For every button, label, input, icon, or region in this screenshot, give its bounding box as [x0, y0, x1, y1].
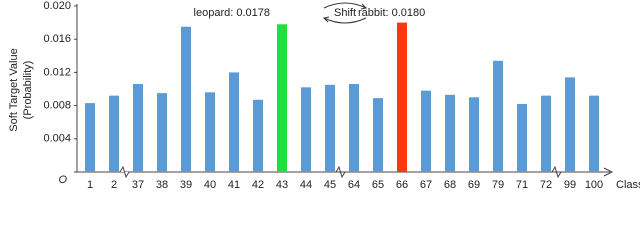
axis-breaks: [119, 165, 562, 179]
axis-break: [119, 165, 130, 179]
annotation: rabbit: 0.0180: [358, 7, 425, 19]
shift-arc: [323, 2, 367, 9]
axis-break: [335, 165, 346, 179]
bar: [517, 103, 527, 172]
bar: [397, 22, 407, 172]
y-tick-label: 0.012: [43, 66, 71, 78]
y-tick-label: 0.016: [43, 33, 71, 45]
bar: [229, 72, 239, 172]
x-tick-label: 68: [444, 179, 456, 191]
y-tick-label: 0.020: [43, 0, 71, 12]
y-label-line: (Probability): [22, 61, 34, 120]
x-tick-label: 44: [300, 179, 312, 191]
bar: [493, 60, 503, 172]
x-tick-label: 40: [204, 179, 216, 191]
axis-break: [551, 165, 562, 179]
chart: Soft Target Value (Probability) Class le…: [8, 0, 640, 191]
bar: [301, 87, 311, 172]
bar: [181, 26, 191, 172]
x-tick-label: 41: [228, 179, 240, 191]
bar: [157, 93, 167, 172]
bar: [325, 84, 335, 172]
x-tick-label: 39: [180, 179, 192, 191]
bar: [277, 24, 287, 173]
y-tick-label: O: [58, 174, 67, 186]
shift-arrows: [322, 2, 368, 24]
bar: [469, 97, 479, 172]
x-tick-label: 42: [252, 179, 264, 191]
x-tick-label: 66: [396, 179, 408, 191]
x-tick-label: 71: [516, 179, 528, 191]
annotation: Shift: [334, 7, 356, 19]
x-tick-label: 65: [372, 179, 384, 191]
bar: [253, 99, 263, 172]
x-tick-label: 69: [468, 179, 480, 191]
arrow-head: [322, 16, 330, 23]
bar: [349, 84, 359, 172]
bar: [541, 95, 551, 172]
bar: [373, 98, 383, 172]
arrow-head: [360, 3, 368, 10]
x-tick-label: 43: [276, 179, 288, 191]
x-tick-label: 72: [540, 179, 552, 191]
x-tick-label: 99: [564, 179, 576, 191]
annotation: leopard: 0.0178: [194, 7, 270, 19]
x-tick-label: 79: [492, 179, 504, 191]
x-tick-label: 100: [585, 179, 603, 191]
y-tick-label: 0.008: [43, 100, 71, 112]
x-tick-label: 37: [132, 179, 144, 191]
x-tick-label: 67: [420, 179, 432, 191]
bar: [109, 95, 119, 172]
y-tick-label: 0.004: [43, 133, 71, 145]
shift-arc: [323, 17, 367, 24]
x-axis-title: Class: [616, 179, 640, 191]
x-tick-label: 1: [87, 179, 93, 191]
y-axis-title: Soft Target Value (Probability): [8, 48, 34, 131]
x-tick-label: 45: [324, 179, 336, 191]
x-axis-arrow: [603, 167, 614, 177]
bar: [445, 94, 455, 172]
y-label-line: Soft Target Value: [8, 48, 20, 131]
x-tick-label: 38: [156, 179, 168, 191]
bar: [421, 90, 431, 172]
bar: [589, 95, 599, 172]
bar: [85, 103, 95, 172]
bar: [205, 92, 215, 172]
bar: [565, 77, 575, 172]
x-tick-label: 2: [111, 179, 117, 191]
bar: [133, 84, 143, 172]
x-tick-label: 64: [348, 179, 360, 191]
